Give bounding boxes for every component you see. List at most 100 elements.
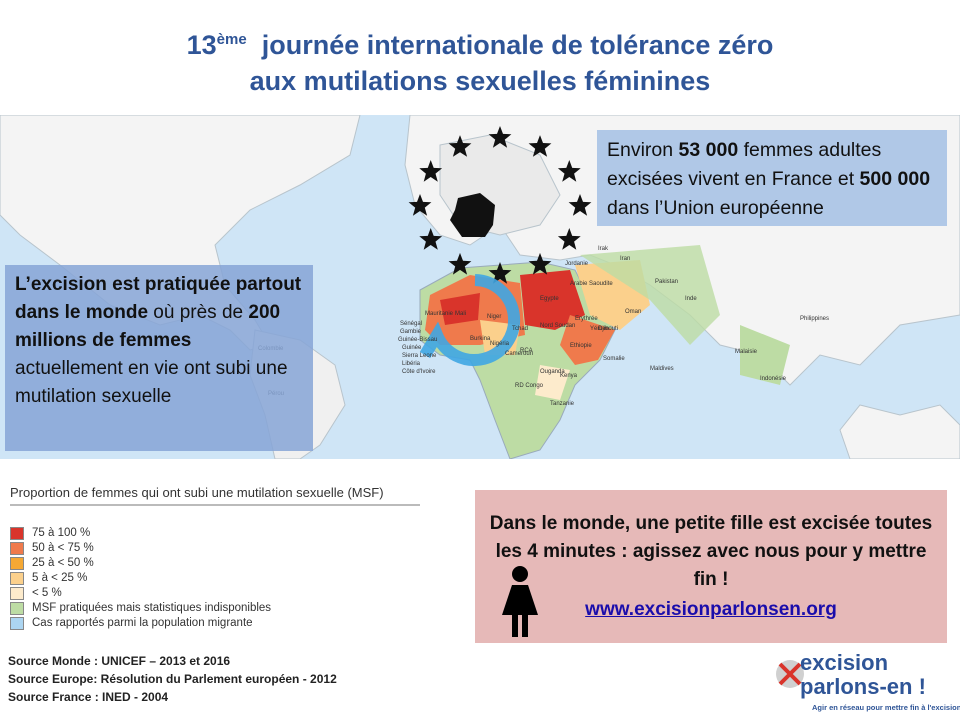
map-label: Guinée-Bissau bbox=[398, 337, 437, 343]
eu-stars bbox=[408, 126, 592, 284]
map-label: Philippines bbox=[800, 316, 829, 322]
map-label: Guinée bbox=[402, 345, 422, 351]
map-label: Gambie bbox=[400, 329, 422, 335]
text-segment: 500 000 bbox=[859, 168, 931, 190]
legend-label: Cas rapportés parmi la population migran… bbox=[32, 617, 253, 629]
france-ring bbox=[419, 274, 521, 366]
map-label: Nigéria bbox=[490, 341, 510, 347]
legend-swatch bbox=[10, 616, 24, 630]
legend-item: < 5 % bbox=[10, 586, 420, 600]
map-label: RCA bbox=[520, 348, 533, 354]
map-label: Yémen bbox=[590, 326, 609, 332]
region-sea bbox=[740, 325, 790, 385]
logo: excision parlons-en ! Agir en réseau pou… bbox=[776, 650, 960, 712]
legend-swatch bbox=[10, 571, 24, 585]
legend-label: 75 à 100 % bbox=[32, 527, 91, 539]
text-segment: 53 000 bbox=[678, 139, 739, 161]
map-label: Kenya bbox=[560, 373, 578, 379]
star bbox=[557, 228, 581, 250]
map-label: Arabie Saoudite bbox=[570, 281, 613, 287]
map-label: Erythrée bbox=[575, 316, 598, 322]
title-number: 13 bbox=[186, 30, 217, 60]
star bbox=[488, 262, 512, 284]
legend-label: 25 à < 50 % bbox=[32, 557, 94, 569]
map-label: Libéria bbox=[402, 361, 421, 367]
map-label: Somalie bbox=[603, 356, 625, 362]
map-label: Cameroun bbox=[505, 351, 533, 357]
map-label: Burkina bbox=[470, 336, 491, 342]
france bbox=[450, 193, 495, 237]
star bbox=[568, 194, 592, 216]
europe-box: Environ 53 000 femmes adultes excisées v… bbox=[597, 130, 947, 226]
legend-item: 50 à < 75 % bbox=[10, 541, 420, 555]
star bbox=[448, 135, 472, 157]
text-segment: où près de bbox=[148, 302, 249, 323]
title-line-1: 13ème journée internationale de toléranc… bbox=[0, 30, 960, 61]
title-text: journée internationale de tolérance zéro bbox=[261, 30, 774, 60]
text-segment: actuellement en vie ont subi une mutilat… bbox=[15, 358, 288, 407]
map-label: Irak bbox=[598, 246, 609, 252]
map-label: Sierra Leone bbox=[402, 353, 437, 359]
source: Source Europe: Résolution du Parlement e… bbox=[8, 672, 337, 686]
map-label: Sénégal bbox=[400, 321, 422, 327]
legend-item: 25 à < 50 % bbox=[10, 556, 420, 570]
legend-label: < 5 % bbox=[32, 587, 62, 599]
girl-icon bbox=[502, 566, 538, 637]
map-label: Pakistan bbox=[655, 279, 678, 285]
legend-swatch bbox=[10, 556, 24, 570]
map-label: Oman bbox=[625, 309, 641, 315]
text-segment: 200 millions de femmes bbox=[15, 302, 281, 351]
map-label: Tchad bbox=[512, 326, 528, 332]
logo-tagline: Agir en réseau pour mettre fin à l'excis… bbox=[812, 703, 960, 712]
legend-item: MSF pratiquées mais statistiques indispo… bbox=[10, 601, 420, 615]
map-label: Malaisie bbox=[735, 349, 758, 355]
callout-link[interactable]: www.excisionparlonsen.org bbox=[585, 599, 837, 620]
map-label: Maldives bbox=[650, 366, 674, 372]
map-label: Djibouti bbox=[598, 326, 618, 332]
region-sudan bbox=[520, 270, 585, 330]
star bbox=[448, 252, 472, 275]
legend-item: 75 à 100 % bbox=[10, 526, 420, 540]
region-mali bbox=[440, 293, 480, 325]
map-label: Côte d'Ivoire bbox=[402, 369, 436, 375]
map-label: Jordanie bbox=[565, 261, 589, 267]
star bbox=[557, 160, 581, 182]
source: Source Monde : UNICEF – 2013 et 2016 bbox=[8, 654, 231, 668]
star bbox=[408, 194, 432, 216]
star bbox=[528, 252, 552, 275]
title-line-2: aux mutilations sexuelles féminines bbox=[249, 66, 711, 96]
map-label: Indonésie bbox=[760, 376, 787, 382]
map-label: Tanzanie bbox=[550, 401, 575, 407]
legend-item: Cas rapportés parmi la population migran… bbox=[10, 616, 420, 630]
map-label: Mali bbox=[455, 311, 466, 317]
map-label: Egypte bbox=[540, 296, 559, 302]
star bbox=[419, 160, 443, 182]
legend-swatch bbox=[10, 586, 24, 600]
legend-items: 75 à 100 % 50 à < 75 % 25 à < 50 % 5 à < 25… bbox=[10, 526, 420, 630]
legend-swatch bbox=[10, 526, 24, 540]
text-segment: dans l’Union européenne bbox=[607, 197, 824, 219]
star bbox=[528, 135, 552, 157]
region-asia bbox=[580, 245, 720, 345]
legend-swatch bbox=[10, 541, 24, 555]
callout-box: Dans le monde, une petite fille est exci… bbox=[475, 490, 947, 643]
map-label: Iran bbox=[620, 256, 630, 262]
map-labels: Mauritanie Mali Niger Tchad Nord Soudan Egypt… bbox=[258, 246, 829, 407]
map-label: Nord Soudan bbox=[540, 323, 575, 329]
map-label: Inde bbox=[685, 296, 697, 302]
logo-cross bbox=[778, 662, 802, 686]
star bbox=[488, 126, 512, 148]
legend-label: MSF pratiquées mais statistiques indispo… bbox=[32, 602, 272, 614]
legend-label: 5 à < 25 % bbox=[32, 572, 88, 584]
legend: Proportion de femmes qui ont subi une mu… bbox=[10, 485, 420, 645]
legend-label: 50 à < 75 % bbox=[32, 542, 94, 554]
legend-swatch bbox=[10, 601, 24, 615]
map-label: RD Congo bbox=[515, 383, 544, 389]
callout-text: Dans le monde, une petite fille est exci… bbox=[489, 513, 933, 590]
world-box: L’excision est pratiquée partout dans le… bbox=[5, 265, 313, 451]
map-label: Niger bbox=[487, 314, 501, 320]
text-segment: femmes adultes excisées vivent en France… bbox=[607, 139, 882, 190]
text-segment: Environ bbox=[607, 139, 679, 161]
legend-item: 5 à < 25 % bbox=[10, 571, 420, 585]
